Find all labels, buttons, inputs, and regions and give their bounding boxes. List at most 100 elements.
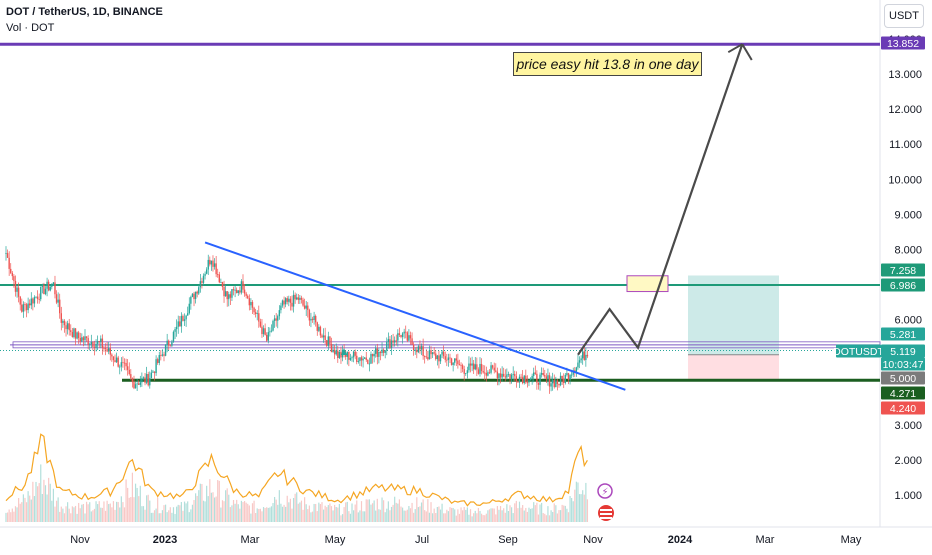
candle-body xyxy=(231,289,233,298)
flag-icon xyxy=(600,517,612,519)
volume-bar xyxy=(544,513,546,522)
candle-body xyxy=(160,355,162,356)
volume-bar xyxy=(476,513,478,522)
candle-body xyxy=(446,359,448,361)
volume-bar xyxy=(78,502,80,522)
candle-body xyxy=(223,286,225,297)
candle-body xyxy=(27,303,29,311)
candle-body xyxy=(278,310,281,317)
candle-body xyxy=(161,354,164,356)
candle-body xyxy=(128,369,130,375)
candle-body xyxy=(172,331,175,342)
volume-bar xyxy=(313,503,315,522)
candle-body xyxy=(65,325,67,330)
volume-bar xyxy=(73,507,75,522)
volume-bar xyxy=(447,511,449,522)
candle-body xyxy=(24,304,26,306)
currency-button[interactable]: USDT xyxy=(884,4,924,28)
candle-body xyxy=(250,302,252,306)
candle-body xyxy=(185,315,187,320)
volume-bar xyxy=(348,511,350,522)
volume-bar xyxy=(395,502,397,522)
volume-bar xyxy=(563,505,565,522)
candle-body xyxy=(444,356,446,360)
candle-body xyxy=(583,351,585,361)
price-badge[interactable] xyxy=(881,263,925,277)
volume-bar xyxy=(541,502,543,522)
candle-body xyxy=(291,302,293,307)
volume-bar xyxy=(315,503,317,522)
candle-body xyxy=(563,378,565,383)
volume-bar xyxy=(441,503,443,522)
volume-bar xyxy=(122,502,124,522)
price-badge[interactable] xyxy=(881,401,925,415)
candle-body xyxy=(54,282,56,295)
volume-bar xyxy=(172,507,175,522)
trendline[interactable] xyxy=(204,241,626,391)
candle-body xyxy=(439,354,442,362)
candle-body xyxy=(515,376,518,382)
candle-body xyxy=(427,357,429,360)
price-badge[interactable] xyxy=(881,344,925,358)
volume-bar xyxy=(425,511,427,522)
candle-body xyxy=(578,360,581,363)
annotation-note[interactable]: price easy hit 13.8 in one day xyxy=(513,52,702,76)
candle-body xyxy=(242,281,244,290)
projection-arrowhead xyxy=(741,43,753,61)
candle-body xyxy=(187,313,189,316)
volume-bar xyxy=(87,504,89,522)
price-badge[interactable] xyxy=(881,371,925,385)
candle-body xyxy=(409,335,412,339)
volume-bar xyxy=(51,500,53,522)
price-badge[interactable] xyxy=(881,327,925,341)
volume-bar xyxy=(237,504,239,522)
price-badge[interactable] xyxy=(836,344,881,358)
candle-body xyxy=(179,321,181,327)
volume-bar xyxy=(304,497,306,522)
candle-body xyxy=(428,350,431,360)
lightning-icon[interactable] xyxy=(597,483,613,499)
position-target-zone[interactable] xyxy=(688,275,779,355)
volume-bar xyxy=(353,510,355,522)
volume-bar xyxy=(495,514,497,522)
volume-bar xyxy=(327,505,329,522)
projection-path[interactable] xyxy=(577,43,744,356)
candle-body xyxy=(335,350,337,355)
volume-bar xyxy=(370,504,372,522)
volume-bar xyxy=(157,497,159,522)
candle-body xyxy=(561,375,563,379)
volume-bar xyxy=(514,503,516,522)
candle-body xyxy=(273,318,276,321)
volume-bar xyxy=(13,511,15,522)
volume-bar xyxy=(150,512,152,522)
price-badge[interactable] xyxy=(881,357,925,371)
candle-body xyxy=(269,331,271,333)
price-badge[interactable] xyxy=(881,278,925,292)
symbol-title[interactable]: DOT / TetherUS, 1D, BINANCE xyxy=(6,6,163,18)
volume-bar xyxy=(571,498,573,522)
candle-body xyxy=(299,297,301,300)
candle-body xyxy=(169,345,172,347)
candle-body xyxy=(441,351,443,355)
price-badge[interactable] xyxy=(881,386,925,400)
candle-body xyxy=(477,369,480,374)
volume-bar xyxy=(76,513,78,522)
volume-bar xyxy=(10,512,12,522)
y-tick-label: 9.000 xyxy=(894,209,922,221)
candle-body xyxy=(452,362,454,365)
candle-body xyxy=(142,377,145,379)
volume-bar xyxy=(67,502,69,522)
volume-bar xyxy=(120,496,122,522)
candle-body xyxy=(63,320,66,326)
volume-bar xyxy=(444,513,446,522)
candle-body xyxy=(47,281,50,291)
volume-label[interactable]: Vol · DOT xyxy=(6,22,55,34)
y-tick-label: 2.000 xyxy=(894,455,922,467)
price-badge[interactable] xyxy=(881,36,925,50)
candle-body xyxy=(357,361,360,362)
position-stop-zone[interactable] xyxy=(688,354,779,381)
candle-body xyxy=(575,367,578,372)
volume-bar xyxy=(112,501,115,522)
